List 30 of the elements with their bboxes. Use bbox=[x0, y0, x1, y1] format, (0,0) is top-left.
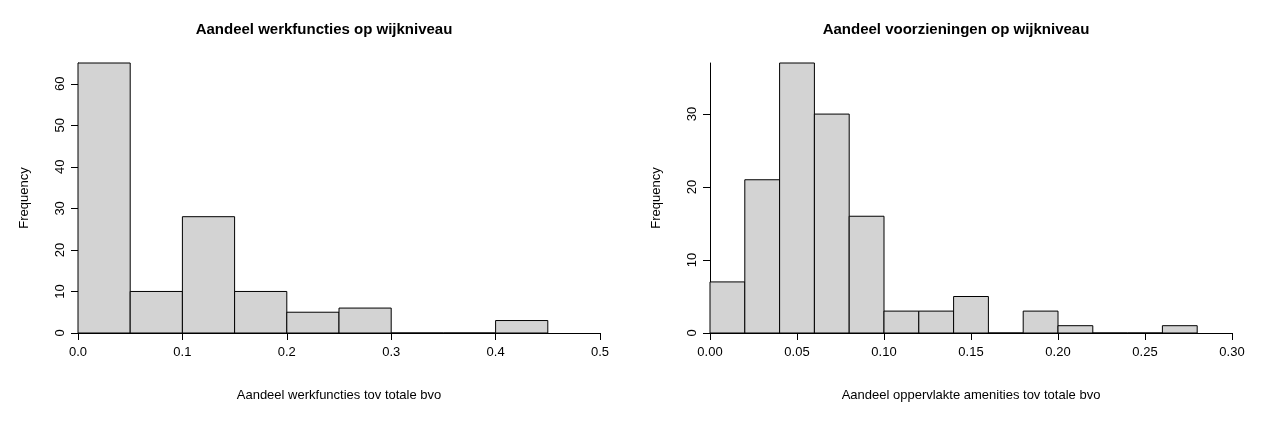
x-tick-label: 0.05 bbox=[784, 344, 810, 359]
y-tick-label: 0 bbox=[684, 329, 699, 337]
y-tick-label: 50 bbox=[52, 118, 67, 133]
x-axis-title: Aandeel werkfuncties tov totale bvo bbox=[236, 387, 442, 402]
x-tick-label: 0.20 bbox=[1045, 344, 1071, 359]
x-axis-title: Aandeel oppervlakte amenities tov totale bvo bbox=[841, 387, 1101, 402]
y-tick-label: 40 bbox=[52, 159, 67, 175]
chart-title: Aandeel voorzieningen op wijkniveau bbox=[822, 20, 1090, 37]
y-tick-label: 10 bbox=[52, 284, 67, 299]
x-tick-label: 0.2 bbox=[277, 344, 296, 359]
x-tick-label: 0.3 bbox=[382, 344, 401, 359]
x-tick-label: 0.4 bbox=[486, 344, 505, 359]
y-tick-label: 10 bbox=[684, 252, 699, 268]
x-tick-label: 0.0 bbox=[68, 344, 88, 359]
y-axis-title: Frequency bbox=[648, 166, 663, 229]
y-tick-label: 60 bbox=[52, 76, 67, 91]
x-tick-label: 0.25 bbox=[1132, 344, 1158, 359]
x-tick-label: 0.1 bbox=[173, 344, 192, 359]
y-axis-title: Frequency bbox=[16, 166, 31, 229]
x-tick-label: 0.30 bbox=[1219, 344, 1245, 359]
x-tick-label: 0.15 bbox=[958, 344, 984, 359]
chart-title: Aandeel werkfuncties op wijkniveau bbox=[195, 20, 453, 37]
y-tick-label: 0 bbox=[52, 329, 67, 337]
x-tick-label: 0.5 bbox=[590, 344, 610, 359]
y-tick-label: 30 bbox=[684, 106, 699, 122]
x-tick-label: 0.10 bbox=[871, 344, 897, 359]
y-tick-label: 30 bbox=[52, 201, 67, 216]
x-tick-label: 0.00 bbox=[697, 344, 723, 359]
y-tick-label: 20 bbox=[684, 179, 699, 195]
y-tick-label: 20 bbox=[52, 242, 67, 258]
